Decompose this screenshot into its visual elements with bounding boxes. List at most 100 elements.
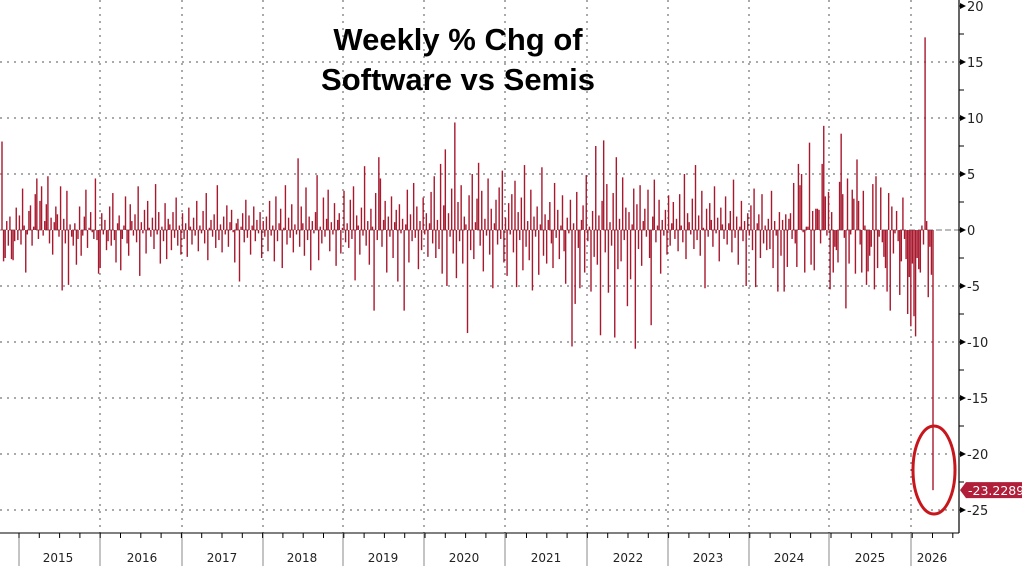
bar — [792, 182, 795, 230]
bar — [533, 216, 535, 230]
bar — [262, 221, 264, 230]
bar — [216, 185, 219, 230]
bar — [680, 225, 682, 230]
bar — [658, 199, 660, 230]
bar — [96, 230, 98, 241]
bar — [552, 230, 554, 269]
bar — [569, 199, 572, 230]
bar — [471, 174, 473, 230]
bar — [728, 223, 730, 230]
bar — [626, 230, 629, 307]
bar — [900, 230, 903, 262]
bar — [621, 177, 624, 230]
bar — [303, 230, 306, 256]
bar — [276, 230, 279, 242]
bar — [747, 213, 749, 230]
bar — [450, 188, 453, 230]
bar — [849, 230, 852, 235]
bar — [371, 226, 374, 230]
bar — [438, 230, 440, 250]
bar — [357, 225, 359, 230]
bar — [541, 167, 543, 230]
bar — [606, 184, 608, 230]
bar — [360, 207, 363, 230]
bar — [503, 230, 505, 263]
bar — [766, 230, 768, 251]
x-tick-label: 2019 — [368, 551, 399, 565]
bar — [835, 230, 838, 251]
bar — [235, 223, 238, 230]
bar — [704, 230, 706, 289]
bar — [153, 230, 155, 250]
bar — [199, 225, 201, 230]
bar — [737, 230, 739, 265]
bar — [767, 218, 770, 230]
bar — [37, 230, 40, 239]
bar — [116, 223, 119, 230]
bar — [829, 230, 831, 290]
bar — [854, 230, 857, 274]
bar — [648, 230, 651, 258]
bar — [881, 230, 884, 243]
bar — [287, 217, 290, 230]
bar — [295, 230, 298, 235]
bar — [428, 223, 431, 230]
bar — [887, 193, 890, 230]
bar — [876, 230, 879, 269]
bar — [99, 230, 101, 269]
bar — [85, 189, 87, 230]
bar — [837, 230, 839, 263]
bar — [227, 230, 230, 247]
bar — [324, 230, 326, 237]
bar — [424, 230, 426, 235]
bar — [607, 230, 610, 293]
bar — [473, 230, 475, 260]
bar — [561, 195, 564, 230]
bar — [297, 158, 299, 230]
bar — [107, 230, 109, 242]
bar — [40, 186, 43, 230]
bar — [656, 225, 659, 230]
bar — [26, 230, 29, 235]
x-tick-label: 2018 — [287, 551, 318, 565]
last-value-label: -23.2289 — [968, 483, 1022, 498]
bar — [80, 230, 82, 256]
bar — [59, 186, 62, 230]
bar — [74, 223, 76, 230]
bar — [553, 182, 556, 230]
highlight-circle — [911, 424, 957, 516]
bar — [615, 157, 618, 230]
y-tick-label: 20 — [967, 0, 984, 15]
bar — [367, 221, 369, 230]
bar — [791, 230, 793, 239]
bar — [880, 187, 882, 230]
bar — [810, 230, 812, 265]
bar — [875, 176, 877, 230]
bar — [181, 213, 184, 230]
bar — [878, 230, 880, 237]
bar — [139, 230, 141, 276]
bar — [913, 230, 915, 317]
y-tick-arrow-icon — [960, 507, 966, 513]
bar — [275, 196, 277, 230]
y-tick-arrow-icon — [960, 339, 966, 345]
bar — [528, 230, 530, 261]
bar — [403, 230, 405, 311]
bar — [743, 221, 746, 230]
bar — [754, 230, 757, 288]
bar — [189, 226, 192, 230]
bar — [930, 230, 933, 275]
bar — [721, 224, 724, 230]
bar — [775, 230, 777, 236]
bar — [422, 197, 424, 230]
bar — [713, 186, 716, 230]
bar — [224, 230, 226, 235]
bar — [861, 230, 863, 273]
bar — [710, 219, 713, 230]
bar — [867, 230, 869, 272]
bar — [925, 221, 928, 230]
bar — [327, 189, 329, 230]
bar — [922, 230, 925, 245]
bar — [599, 230, 602, 336]
bar — [409, 214, 412, 230]
